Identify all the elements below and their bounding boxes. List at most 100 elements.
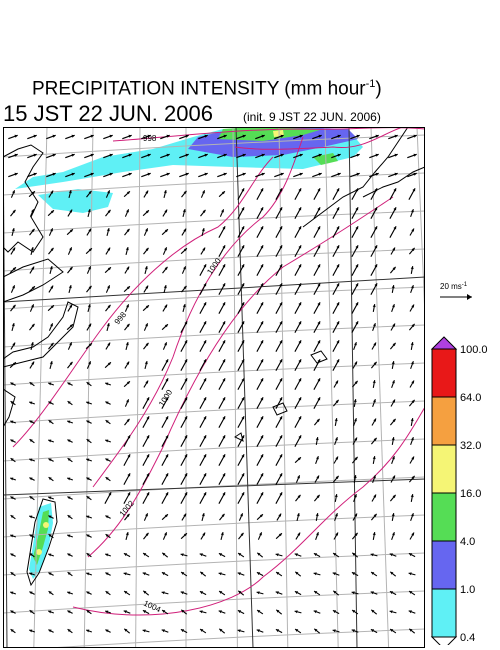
- wind-vector-head: [71, 153, 75, 157]
- wind-vectors: [8, 134, 417, 634]
- wind-vector-head: [218, 610, 222, 614]
- lat-lon-grid: [3, 127, 425, 648]
- wind-vector-head: [374, 264, 378, 268]
- wind-vector-head: [242, 172, 246, 176]
- wind-vector-head: [86, 629, 90, 633]
- wind-vector-head: [49, 361, 53, 365]
- wind-vector-head: [392, 399, 395, 403]
- wind-vector-head: [50, 228, 53, 232]
- wind-vector-head: [354, 380, 358, 385]
- precipitation-field: [15, 127, 363, 579]
- wind-vector-head: [48, 515, 52, 519]
- wind-vector-head: [29, 515, 33, 519]
- wind-vector-head: [392, 532, 395, 536]
- wind-vector-head: [12, 342, 16, 346]
- wind-vector-head: [392, 304, 395, 308]
- wind-vector-head: [105, 382, 109, 386]
- wind-vector-head: [355, 188, 359, 192]
- wind-vector-head: [10, 591, 14, 595]
- wind-vector-head: [390, 571, 394, 575]
- wind-vector-head: [317, 245, 321, 249]
- wind-vector-head: [295, 571, 299, 575]
- wind-vector-head: [354, 437, 357, 441]
- wind-vector-head: [12, 304, 16, 308]
- wind-vector-head: [105, 553, 109, 557]
- wind-vector-head: [260, 378, 264, 382]
- wind-vector-head: [69, 324, 73, 328]
- wind-vector-head: [12, 362, 16, 366]
- wind-vector-head: [411, 513, 414, 517]
- wind-vector-head: [408, 610, 412, 614]
- wind-vector-head: [317, 207, 321, 211]
- wind-vector-head: [52, 172, 56, 176]
- wind-vector-head: [145, 247, 149, 251]
- wind-vector-head: [222, 302, 226, 306]
- wind-vector-head: [260, 340, 264, 344]
- wind-vector-head: [165, 435, 169, 439]
- wind-vector-head: [260, 207, 264, 211]
- init-time: (init. 9 JST 22 JUN. 2006): [243, 110, 381, 124]
- wind-vector-head: [317, 359, 321, 363]
- wind-vector-head: [30, 247, 34, 251]
- wind-vector-head: [31, 191, 35, 195]
- wind-vector-head: [204, 134, 208, 138]
- wind-vector-head: [356, 153, 360, 157]
- wind-vector-head: [180, 629, 185, 633]
- wind-vector-head: [298, 245, 302, 249]
- wind-vector-head: [260, 492, 264, 496]
- wind-vector-head: [241, 359, 245, 363]
- wind-vector-head: [394, 153, 398, 157]
- wind-vector-head: [318, 153, 322, 157]
- wind-vector-head: [50, 210, 54, 214]
- wind-vector-head: [351, 629, 355, 633]
- wind-vector-head: [279, 226, 283, 230]
- wind-vector-head: [145, 285, 149, 289]
- wind-vector-head: [69, 247, 72, 251]
- coast-ryukyu: [234, 350, 328, 442]
- wind-vector-head: [389, 553, 393, 557]
- wind-vector-head: [128, 134, 132, 138]
- wind-vector-head: [183, 285, 187, 289]
- latitude-line: [3, 514, 425, 538]
- wind-vector-head: [86, 420, 90, 424]
- coastlines: [3, 127, 425, 587]
- wind-vector-head: [126, 228, 130, 232]
- wind-vector-head: [299, 134, 303, 138]
- wind-vector-head: [241, 378, 245, 382]
- wind-vector-head: [50, 342, 54, 346]
- wind-vector-head: [355, 207, 359, 211]
- wind-vector-head: [373, 437, 377, 442]
- wind-vector-head: [105, 439, 109, 443]
- wind-vector-head: [146, 454, 150, 458]
- wind-vector-head: [318, 172, 322, 176]
- wind-vector-head: [355, 226, 359, 230]
- wind-vector-head: [69, 229, 73, 233]
- wind-vector-head: [10, 515, 14, 519]
- wind-vector-head: [164, 209, 168, 213]
- wind-vector-head: [12, 209, 16, 213]
- wind-vector-head: [294, 553, 298, 557]
- valid-time: 15 JST 22 JUN. 2006: [3, 101, 213, 126]
- wind-vector-head: [29, 496, 33, 500]
- wind-vector-head: [203, 416, 207, 420]
- wind-vector-head: [336, 264, 340, 268]
- wind-vector-head: [146, 416, 150, 420]
- reference-vector: 20 ms-1: [440, 282, 472, 300]
- wind-vector-head: [257, 552, 261, 556]
- wind-vector-head: [67, 572, 71, 576]
- wind-vector-head: [393, 207, 397, 211]
- wind-vector-head: [67, 458, 71, 462]
- wind-vector-head: [318, 134, 322, 138]
- wind-vector-head: [10, 610, 14, 614]
- wind-vector-head: [10, 477, 14, 481]
- wind-vector-head: [392, 494, 396, 499]
- wind-vector-head: [392, 380, 395, 384]
- wind-vector-head: [86, 572, 90, 576]
- legend-color-box: [431, 348, 457, 398]
- longitude-line: [416, 127, 425, 329]
- wind-vector-head: [123, 610, 127, 614]
- wind-vector-head: [221, 513, 225, 517]
- wind-vector-head: [297, 494, 301, 498]
- wind-vector-head: [275, 591, 279, 595]
- wind-vector-head: [237, 610, 242, 614]
